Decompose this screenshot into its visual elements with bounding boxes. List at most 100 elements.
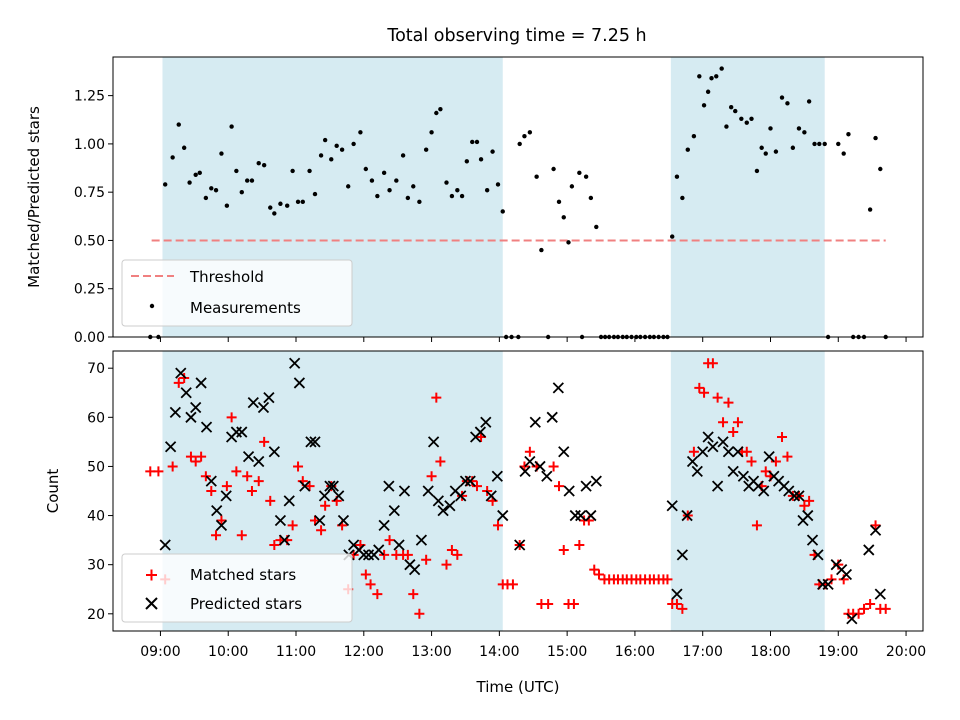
matched-star-point — [200, 471, 211, 482]
matched-star-point — [435, 456, 446, 467]
predicted-star-point — [497, 509, 509, 522]
y-tick-label: 1.00 — [74, 137, 105, 153]
measurement-point — [790, 145, 796, 150]
matched-star-point — [309, 515, 320, 526]
measurement-point — [763, 151, 768, 156]
matched-star-point — [707, 358, 718, 369]
measurement-point — [329, 157, 334, 162]
measurement-point — [474, 139, 480, 145]
x-tick-label: 13:00 — [411, 644, 451, 660]
measurement-point — [197, 170, 202, 176]
measurement-point — [434, 110, 439, 116]
matched-star-point — [446, 544, 457, 555]
measurement-point — [363, 166, 369, 172]
top-y-axis: 0.00 0.25 0.50 0.75 1.00 1.25 — [74, 89, 113, 346]
predicted-star-point — [180, 387, 192, 399]
predicted-star-point — [563, 485, 575, 497]
measurement-point — [312, 191, 318, 197]
matched-star-point — [259, 436, 270, 447]
measurement-point — [272, 211, 277, 216]
bottom-legend: Matched stars Predicted stars — [121, 553, 353, 623]
predicted-star-point — [159, 539, 171, 551]
matched-star-point — [153, 466, 164, 477]
matched-star-point — [712, 392, 723, 403]
predicted-star-point — [529, 416, 541, 428]
predicted-star-point — [569, 509, 581, 522]
measurement-point — [779, 95, 785, 100]
chart-title: Total observing time = 7.25 h — [386, 26, 646, 46]
measurement-point — [295, 199, 301, 205]
measurement-point — [470, 139, 475, 145]
measurement-point — [697, 74, 702, 79]
predicted-star-point — [863, 544, 875, 556]
measurement-point — [517, 141, 522, 147]
predicted-star-point — [358, 549, 370, 561]
top-legend-box — [121, 259, 353, 327]
measurement-point — [759, 145, 764, 150]
predicted-star-point — [480, 416, 492, 428]
matched-star-point — [594, 569, 604, 580]
bottom-panel: 20 30 40 50 60 70 09:00 10:00 11:00 12:00 13:00 14… — [44, 350, 926, 696]
y-tick-label: 30 — [87, 558, 105, 574]
matched-star-point — [326, 481, 337, 492]
y-tick-label: 70 — [87, 361, 105, 377]
matched-star-point — [770, 456, 781, 467]
y-tick-label: 0.25 — [74, 282, 105, 298]
matched-star-point — [826, 574, 837, 585]
measurement-point — [705, 89, 711, 94]
measurement-point — [187, 180, 192, 185]
measurement-point — [802, 130, 807, 135]
measurement-point — [569, 184, 575, 189]
top-plot-frame — [112, 56, 924, 338]
matched-star-point — [236, 530, 247, 541]
matched-star-point — [414, 608, 425, 619]
predicted-star-point — [437, 505, 449, 517]
bottom-x-axis: 09:00 10:00 11:00 12:00 13:00 14:00 15:00 16:00… — [140, 631, 926, 660]
y-tick-label: 1.25 — [74, 89, 105, 105]
measurement-point — [444, 180, 449, 185]
predicted-star-point — [874, 588, 886, 600]
matched-star-point — [384, 535, 395, 546]
matched-star-point — [746, 456, 757, 467]
measurement-point — [806, 99, 812, 104]
measurement-point — [867, 207, 873, 212]
y-tick-label: 20 — [87, 607, 105, 623]
measurement-point — [822, 141, 827, 147]
matched-star-point — [558, 544, 569, 555]
matched-star-point — [379, 549, 390, 560]
measurement-point — [268, 205, 273, 210]
measurement-point — [534, 174, 539, 179]
matched-star-point — [360, 569, 371, 580]
matched-star-point — [699, 387, 710, 398]
matched-star-point — [304, 481, 315, 492]
measurement-point — [339, 147, 345, 152]
measurement-point — [754, 168, 760, 174]
matched-star-point — [421, 554, 432, 565]
measurement-point — [449, 193, 455, 199]
measurement-point — [588, 195, 594, 201]
measurement-point — [411, 184, 416, 189]
measurement-point — [229, 124, 234, 129]
predicted-star-point — [686, 455, 699, 468]
predicted-star-point — [408, 563, 421, 576]
x-tick-label: 11:00 — [276, 644, 316, 660]
predicted-star-point — [869, 524, 882, 536]
measurement-point — [478, 157, 484, 162]
measurement-point — [744, 120, 749, 125]
matched-star-point — [179, 373, 190, 384]
predicted-star-point — [164, 441, 177, 453]
matched-star-point — [671, 598, 682, 609]
measurement-point — [484, 188, 490, 193]
predicted-star-point — [717, 436, 729, 448]
predicted-star-point — [552, 382, 564, 394]
measurement-point — [724, 124, 729, 129]
predicted-star-point — [274, 514, 287, 527]
predicted-star-point — [220, 490, 232, 502]
predicted-star-point — [666, 500, 678, 512]
measurement-point — [351, 141, 356, 147]
predicted-star-point — [278, 534, 291, 546]
predicted-star-point — [422, 485, 434, 497]
matched-star-point — [833, 559, 844, 570]
measurement-point — [464, 159, 470, 164]
measurement-point — [685, 147, 690, 152]
